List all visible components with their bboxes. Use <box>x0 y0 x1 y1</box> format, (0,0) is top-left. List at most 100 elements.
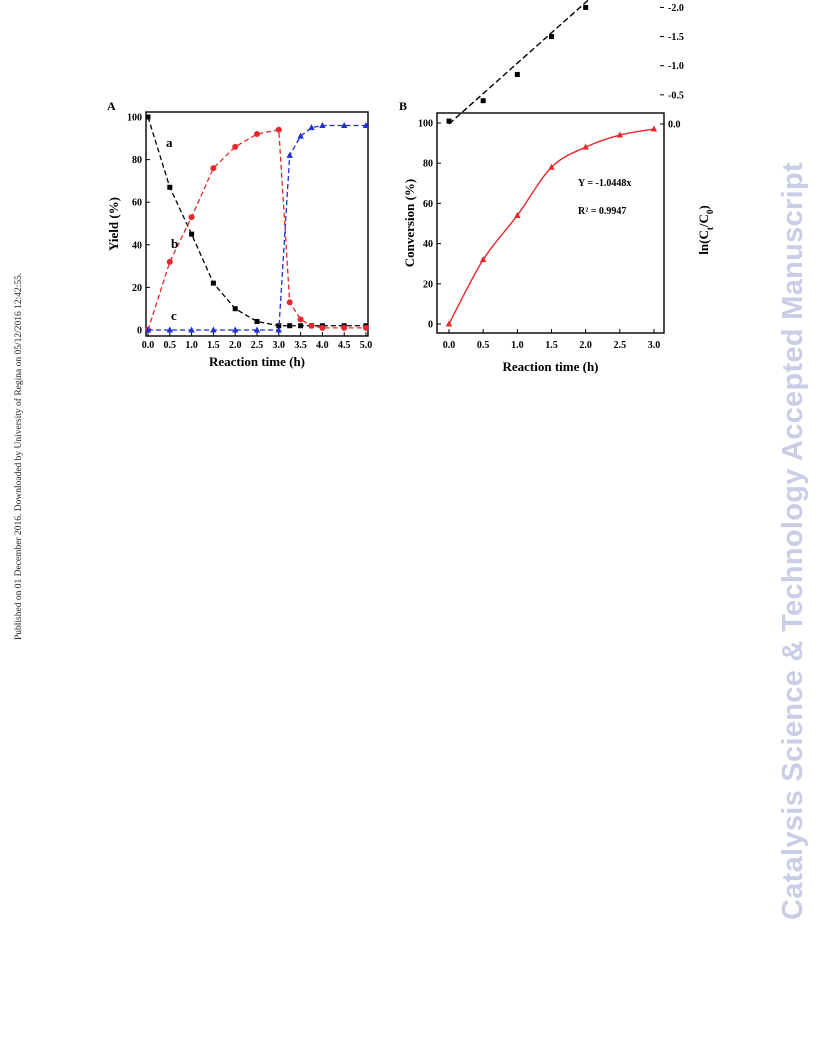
x-tick-label: 4.0 <box>316 340 329 351</box>
data-point <box>286 151 293 158</box>
data-point <box>188 214 195 221</box>
data-point <box>479 256 487 263</box>
y-tick-label: 0 <box>428 320 433 331</box>
chart-panel-a: 0.0 0.5 1.0 1.5 2.0 2.5 3.0 3.5 4.0 4.5 5.0 0 20 40 60… <box>106 99 372 369</box>
y-tick-label: 60 <box>132 198 142 209</box>
series-ln <box>446 4 589 124</box>
y-tick-label: 60 <box>423 199 433 210</box>
data-point <box>287 323 293 329</box>
data-point <box>549 34 554 40</box>
data-point <box>210 280 216 286</box>
data-point <box>232 306 238 312</box>
data-point <box>188 326 195 333</box>
data-point <box>232 143 239 150</box>
series-b <box>145 126 369 333</box>
y-tick-label: 20 <box>423 279 433 290</box>
series-a <box>145 114 369 329</box>
y-tick-label: 100 <box>127 113 142 124</box>
data-point <box>514 211 521 218</box>
x-tick-label: 0.5 <box>164 340 177 351</box>
y2-tick-label: -2.0 <box>668 3 684 14</box>
data-point <box>189 231 195 237</box>
plot-frame <box>145 111 369 337</box>
y-tick-label: 100 <box>418 119 433 130</box>
x-tick-label: 3.0 <box>273 340 286 351</box>
data-point <box>232 326 239 333</box>
data-point <box>298 323 304 329</box>
data-point <box>253 326 261 333</box>
x-tick-label: 1.0 <box>511 340 524 351</box>
fit-r-squared: R² = 0.9947 <box>578 206 626 217</box>
data-point <box>297 132 304 139</box>
x-tick-label: 1.0 <box>185 340 198 351</box>
data-point <box>582 143 589 150</box>
y-tick-label: 40 <box>423 239 433 250</box>
x-axis-label: Reaction time (h) <box>209 354 305 369</box>
data-point <box>210 326 217 333</box>
series-line-conversion <box>448 128 655 325</box>
curve-annotation-b: b <box>171 236 178 251</box>
data-point <box>166 258 173 265</box>
fit-equation: Y = -1.0448x <box>578 178 631 189</box>
data-point <box>445 320 453 327</box>
curve-annotation-a: a <box>166 135 173 150</box>
x-tick-label: 0.5 <box>477 340 490 351</box>
x-axis-label: Reaction time (h) <box>502 359 598 374</box>
x-tick-label: 3.0 <box>648 340 661 351</box>
data-point <box>275 126 282 133</box>
data-point <box>548 163 555 170</box>
data-point <box>167 184 173 190</box>
y-axis-label: Yield (%) <box>106 197 121 251</box>
data-point <box>362 122 370 129</box>
data-point <box>319 324 326 331</box>
data-point <box>308 124 315 131</box>
y-tick-label: 40 <box>132 240 142 251</box>
series-conversion <box>445 125 658 327</box>
y-tick-label: 80 <box>132 155 142 166</box>
data-point <box>341 324 348 331</box>
data-point <box>446 118 452 124</box>
plot-frame <box>436 112 665 334</box>
y-tick-label: 80 <box>423 159 433 170</box>
x-tick-label: 4.5 <box>338 340 351 351</box>
data-point <box>276 323 282 329</box>
curve-annotation-c: c <box>171 308 177 323</box>
x-tick-label: 3.5 <box>294 340 307 351</box>
data-point <box>286 299 293 306</box>
y2-tick-label: 0.0 <box>668 120 681 131</box>
data-point <box>254 318 260 324</box>
data-point <box>650 125 658 132</box>
y2-tick-label: -1.0 <box>668 61 684 72</box>
x-tick-label: 1.5 <box>207 340 220 351</box>
data-point <box>583 4 589 10</box>
y2-tick-label: -1.5 <box>668 32 684 43</box>
data-point <box>166 326 173 333</box>
data-point <box>514 71 520 77</box>
x-tick-label: 0.0 <box>142 340 155 351</box>
y2-axis-label: ln(Ct/C0) <box>696 205 715 254</box>
data-point <box>480 98 486 104</box>
series-c <box>144 122 370 333</box>
data-point <box>297 316 304 323</box>
y2-tick-label: -0.5 <box>668 90 684 101</box>
y-tick-label: 20 <box>132 283 142 294</box>
x-tick-label: 5.0 <box>360 340 373 351</box>
data-point <box>319 122 326 129</box>
data-point <box>616 131 624 138</box>
data-point <box>210 165 217 172</box>
x-tick-label: 0.0 <box>443 340 456 351</box>
series-line-a <box>147 116 366 327</box>
series-line-c <box>148 124 366 331</box>
data-point <box>254 131 260 138</box>
x-tick-label: 2.5 <box>614 340 627 351</box>
data-point <box>144 326 152 333</box>
x-tick-label: 2.0 <box>229 340 242 351</box>
data-point <box>308 322 315 329</box>
data-point <box>145 114 151 120</box>
series-line-b <box>147 129 366 331</box>
y-tick-label: 0 <box>137 326 142 337</box>
x-tick-label: 2.5 <box>251 340 264 351</box>
chart-panel-b: 0.0 0.5 1.0 1.5 2.0 2.5 3.0 0 20 40 60 80 100 0.0 -0.5… <box>399 0 715 374</box>
data-point <box>341 122 348 129</box>
